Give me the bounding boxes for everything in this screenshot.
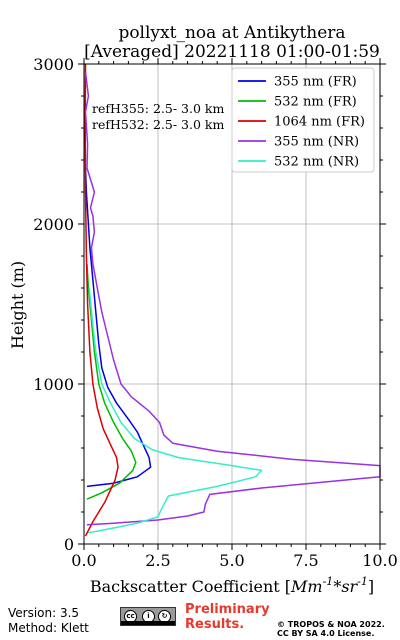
x-axis-unit-exponent-2: -1 xyxy=(357,575,368,588)
annotation-refh355: refH355: 2.5- 3.0 km xyxy=(92,101,224,116)
chart-title: pollyxt_noa at Antikythera xyxy=(118,23,345,43)
preliminary-note: Preliminary Results. xyxy=(185,602,270,632)
legend-label-2: 1064 nm (FR) xyxy=(274,115,365,130)
legend-label-1: 532 nm (FR) xyxy=(274,95,357,110)
y-tick-label-3: 3000 xyxy=(33,55,74,74)
cc-by-sa-icon: cc i ↻ xyxy=(120,607,176,626)
badge-strip xyxy=(121,621,175,625)
chart-subtitle: [Averaged] 20221118 01:00-01:59 xyxy=(84,42,380,62)
legend-label-3: 355 nm (NR) xyxy=(274,135,359,150)
legend-label-0: 355 nm (FR) xyxy=(274,75,357,90)
x-axis-unit: Mm xyxy=(290,577,323,596)
y-tick-label-0: 0 xyxy=(64,535,74,554)
legend-box xyxy=(231,67,375,173)
legend-label-4: 532 nm (NR) xyxy=(274,155,359,170)
series-line-2 xyxy=(84,63,119,537)
preliminary-line-2: Results. xyxy=(185,617,245,632)
x-axis-label-close: ] xyxy=(368,577,374,596)
copyright-note: © TROPOS & NOA 2022. CC BY SA 4.0 Licens… xyxy=(277,620,385,638)
y-tick-label-1: 1000 xyxy=(33,375,74,394)
x-tick-label-1: 2.5 xyxy=(145,551,170,570)
copyright-line-2: CC BY SA 4.0 License. xyxy=(277,629,375,638)
x-tick-label-2: 5.0 xyxy=(219,551,244,570)
y-axis-label: Height (m) xyxy=(8,261,27,349)
series-layer xyxy=(84,63,381,537)
series-line-0 xyxy=(84,167,152,488)
by-circle-icon: i xyxy=(142,610,155,623)
x-axis-unit-mid: *sr xyxy=(333,577,358,596)
x-axis-label: Backscatter Coefficient [Mm-1*sr-1] xyxy=(90,575,374,596)
x-axis-label-text: Backscatter Coefficient [ xyxy=(90,577,291,596)
axis-ticks: 0.0 2.5 5.0 7.5 10.0 0 1000 2000 3000 xyxy=(33,55,398,570)
x-tick-label-3: 7.5 xyxy=(293,551,318,570)
version-text: Version: 3.5 xyxy=(8,606,80,620)
copyright-line-1: © TROPOS & NOA 2022. xyxy=(277,620,385,629)
x-tick-label-4: 10.0 xyxy=(362,551,398,570)
series-line-4 xyxy=(88,287,263,534)
annotation-refh532: refH532: 2.5- 3.0 km xyxy=(92,117,224,132)
legend-items: 355 nm (FR) 532 nm (FR) 1064 nm (FR) 355 nm… xyxy=(238,75,365,170)
series-line-1 xyxy=(86,263,137,500)
version-info: Version: 3.5 Method: Klett xyxy=(8,606,89,636)
legend: 355 nm (FR) 532 nm (FR) 1064 nm (FR) 355 nm… xyxy=(231,67,375,173)
x-axis-unit-exponent-1: -1 xyxy=(323,575,334,588)
series-line-3 xyxy=(84,71,381,526)
method-text: Method: Klett xyxy=(8,621,89,635)
y-tick-label-2: 2000 xyxy=(33,215,74,234)
preliminary-line-1: Preliminary xyxy=(185,602,270,617)
x-tick-label-0: 0.0 xyxy=(71,551,96,570)
